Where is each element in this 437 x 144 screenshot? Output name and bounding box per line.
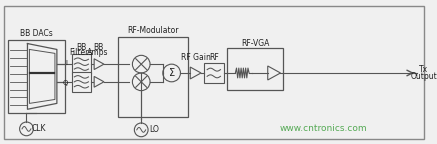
Bar [118,37,188,117]
Text: Tx: Tx [419,65,428,74]
Text: I: I [66,60,68,66]
Bar [226,49,284,90]
Text: RF Gain: RF Gain [181,53,211,62]
Text: BB: BB [93,43,103,52]
Text: www.cntronics.com: www.cntronics.com [280,124,368,133]
Text: Amps: Amps [87,48,109,57]
Bar [72,54,91,74]
Text: Q: Q [62,80,68,86]
Text: CLK: CLK [32,124,46,133]
Text: LO: LO [149,125,159,134]
Bar [72,72,91,92]
Text: Filters: Filters [70,48,93,57]
Text: Σ: Σ [169,68,175,78]
Text: RF-VGA: RF-VGA [241,39,269,48]
Bar [8,40,65,113]
Text: RF-Modulator: RF-Modulator [127,26,179,35]
Text: Output: Output [410,72,437,81]
Text: RF: RF [209,53,218,62]
Text: BB DACs: BB DACs [20,29,53,38]
Text: BB: BB [76,43,87,52]
Bar [204,63,224,83]
